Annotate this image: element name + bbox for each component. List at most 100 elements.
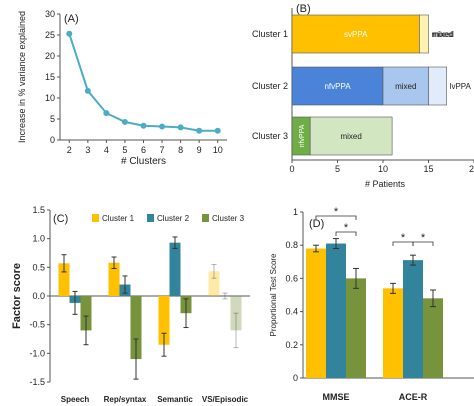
- panel-a-x-tick-label: 10: [213, 145, 223, 155]
- panel-a-data-point: [159, 123, 166, 130]
- panel-c-y-tick-label: -0.5: [29, 320, 45, 330]
- panel-d-y-tick-label: 1: [293, 207, 298, 217]
- panel-a-ylabel: Increase in % variance explained: [17, 11, 27, 143]
- panel-c-y-tick-label: 0.5: [32, 262, 45, 272]
- panel-c-y-tick-label: 1.5: [32, 205, 45, 215]
- panel-c-y-tick-label: -1.5: [29, 377, 45, 387]
- panel-a-x-tick-label: 8: [178, 145, 183, 155]
- panel-d-significance-marker: *: [344, 222, 349, 234]
- panel-b-xlabel: # Patients: [365, 179, 406, 189]
- panel-a-data-point: [196, 127, 203, 134]
- panel-c-legend-swatch: [92, 214, 99, 222]
- panel-d-y-tick-label: 0.2: [285, 340, 298, 350]
- panel-b-segment-label: svPPA: [344, 30, 368, 39]
- panel-d-significance-bracket: [412, 241, 434, 246]
- panel-a-x-tick-label: 9: [197, 145, 202, 155]
- panel-c-bar: [208, 271, 220, 296]
- panel-b-x-tick-label: 10: [378, 164, 388, 174]
- panel-b-category-label: Cluster 1: [252, 29, 288, 39]
- panel-c-y-tick-label: 1.0: [32, 234, 45, 244]
- panel-a-line-chart: (A) # Clusters Increase in % variance ex…: [17, 9, 227, 167]
- panel-b-segment-label: nfvPPA: [299, 124, 306, 147]
- panel-c-bar: [169, 242, 181, 296]
- panel-d-bar: [423, 298, 443, 378]
- panel-a-x-tick-label: 7: [160, 145, 165, 155]
- panel-c-category-label: Speech: [61, 395, 90, 404]
- panel-d-significance-marker: *: [334, 206, 339, 218]
- panel-c-y-tick-label: -1.0: [29, 348, 45, 358]
- panel-a-y-tick-label: 0: [50, 135, 55, 145]
- panel-b-bar-segment: [428, 66, 448, 106]
- panel-b-category-label: Cluster 3: [252, 131, 288, 141]
- panel-a-data-point: [84, 87, 91, 94]
- panel-a-xlabel: # Clusters: [121, 156, 166, 167]
- panel-a-data-point: [121, 118, 128, 125]
- panel-b-x-tick-label: 20: [469, 164, 474, 174]
- panel-d-y-tick-label: 0.4: [285, 307, 298, 317]
- panel-c-category-label: Semantic: [157, 395, 193, 404]
- panel-d-significance-marker: *: [401, 232, 406, 244]
- panel-d-label: (D): [309, 218, 324, 230]
- panel-c-bar: [130, 296, 142, 360]
- panel-d-significance-bracket: [335, 231, 357, 236]
- panel-c-label: (C): [53, 213, 68, 225]
- panel-c-legend-swatch: [202, 214, 209, 222]
- panel-a-series-line: [68, 33, 218, 132]
- panel-a-y-tick-label: 15: [45, 72, 55, 82]
- panel-c-y-tick-label: 0.0: [32, 291, 45, 301]
- panel-d-significance-bracket: [315, 215, 357, 220]
- panel-d-y-tick-label: 0: [293, 373, 298, 383]
- panel-d-bar: [403, 260, 423, 378]
- panel-a-label: (A): [64, 13, 79, 25]
- panel-b-segment-label: mixed: [432, 30, 453, 39]
- panel-d-category-label: MMSE: [323, 392, 350, 402]
- panel-b-segment-label: mixed: [395, 82, 416, 91]
- panel-a-x-tick-label: 5: [122, 145, 127, 155]
- panel-c-category-label: VS/Episodic: [202, 395, 249, 404]
- panel-b-x-tick-label: 15: [423, 164, 433, 174]
- panel-d-grouped-bar-chart: (D) Proportional Test Score 0 0.2 0.4 0.6 0.…: [269, 206, 474, 402]
- panel-a-y-tick-label: 5: [50, 114, 55, 124]
- panel-d-bar: [306, 248, 326, 378]
- panel-d-category-label: ACE-R: [399, 392, 428, 402]
- panel-b-segment-label: mixed: [340, 132, 361, 141]
- panel-b-stacked-bar-chart: (B) # Patients 0 5 10 15 20 Cluster 1 svPPA mi…: [252, 3, 474, 189]
- panel-c-legend-label: Cluster 3: [212, 214, 245, 223]
- panel-c-category-label: Rep/syntax: [104, 395, 147, 404]
- panel-a-x-tick-label: 2: [67, 145, 72, 155]
- panel-b-outside-label: mixed: [433, 30, 454, 39]
- panel-a-y-tick-label: 10: [45, 93, 55, 103]
- panel-b-label: (B): [296, 3, 311, 15]
- panel-b-bar-segment: [419, 14, 429, 54]
- panel-b-x-tick-label: 5: [335, 164, 340, 174]
- panel-b-segment-label: lvPPA: [450, 82, 472, 91]
- panel-d-bar: [383, 288, 403, 378]
- panel-a-y-tick-label: 25: [45, 30, 55, 40]
- panel-a-data-point: [140, 122, 147, 129]
- panel-b-bar-segment: [291, 66, 384, 106]
- panel-d-bar: [346, 278, 366, 378]
- panel-d-significance-marker: *: [421, 232, 426, 244]
- panel-a-data-point: [66, 30, 73, 37]
- panel-c-bar: [58, 263, 70, 296]
- panel-c-grouped-bar-chart: (C) Factor score Cluster 1 Cluster 2 Clust…: [11, 205, 250, 404]
- panel-d-y-tick-label: 0.6: [285, 273, 298, 283]
- panel-a-data-point: [214, 127, 221, 134]
- panel-b-segment-label: nfvPPA: [324, 82, 351, 91]
- panel-a-y-tick-label: 30: [45, 9, 55, 19]
- panel-a-data-point: [177, 124, 184, 131]
- panel-d-ylabel: Proportional Test Score: [269, 253, 278, 337]
- panel-c-bar: [158, 296, 170, 345]
- panel-c-legend-label: Cluster 2: [157, 214, 190, 223]
- panel-c-legend-label: Cluster 1: [102, 214, 135, 223]
- panel-d-bar: [326, 243, 346, 378]
- panel-c-bar: [230, 296, 242, 331]
- panel-b-category-label: Cluster 2: [252, 81, 288, 91]
- panel-c-legend-swatch: [147, 214, 154, 222]
- panel-b-bar-segment: [291, 14, 420, 54]
- panel-c-bar: [108, 262, 120, 296]
- panel-c-bar: [80, 296, 92, 331]
- panel-a-y-tick-label: 20: [45, 51, 55, 61]
- panel-b-x-tick-label: 0: [289, 164, 294, 174]
